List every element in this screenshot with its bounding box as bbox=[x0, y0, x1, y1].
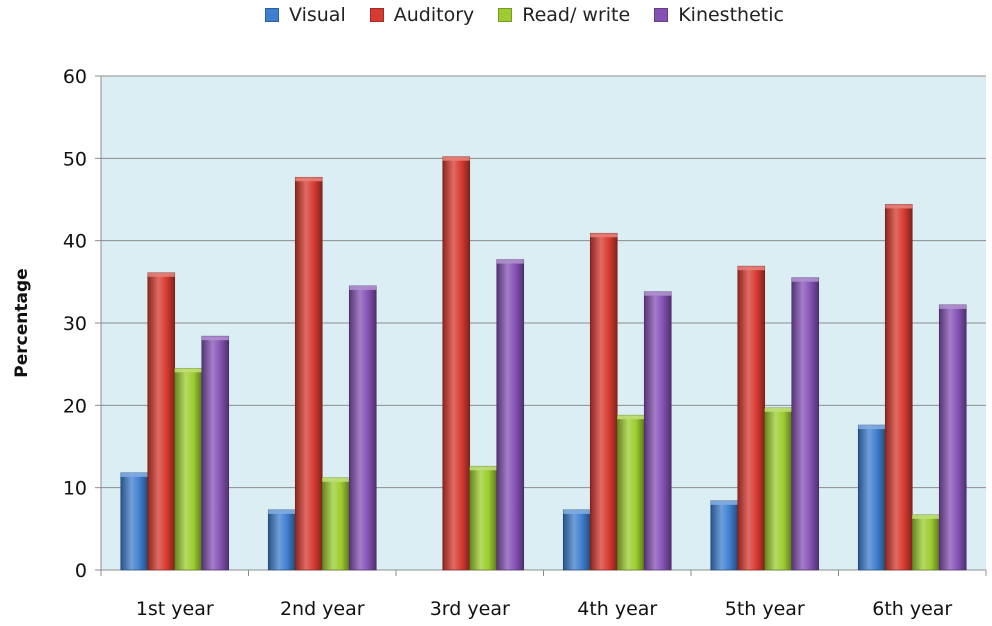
bar-read-write-4th-year bbox=[616, 414, 645, 571]
bar-cap bbox=[442, 156, 470, 161]
legend-item-kinesthetic: Kinesthetic bbox=[654, 4, 784, 26]
bar-visual-1st-year bbox=[120, 472, 149, 571]
bar-visual-6th-year bbox=[857, 424, 886, 571]
legend-label-read-write: Read/ write bbox=[522, 4, 631, 26]
bar-kinesthetic-5th-year bbox=[791, 277, 820, 571]
bar-auditory-5th-year bbox=[737, 265, 766, 571]
bar-auditory-1st-year bbox=[147, 272, 176, 571]
bar-cap bbox=[764, 407, 792, 412]
bar-read-write-3rd-year bbox=[469, 465, 498, 571]
axes bbox=[95, 75, 987, 576]
bar-read-write-5th-year bbox=[764, 407, 793, 571]
bar-kinesthetic-2nd-year bbox=[348, 285, 377, 571]
legend-swatch-read-write bbox=[498, 8, 513, 22]
y-tick-label: 30 bbox=[63, 313, 87, 335]
bars bbox=[120, 156, 967, 571]
bar-cap bbox=[496, 259, 524, 264]
legend-label-visual: Visual bbox=[289, 4, 346, 26]
bar-cap bbox=[791, 277, 819, 282]
x-tick-label: 2nd year bbox=[280, 598, 365, 620]
bar-cap bbox=[268, 509, 296, 514]
legend-item-auditory: Auditory bbox=[369, 4, 475, 26]
bar-cap bbox=[295, 177, 323, 182]
bar-auditory-2nd-year bbox=[294, 176, 323, 571]
axis-labels: 0 10 20 30 40 50 60 1st year 2nd year 3rd year 4th… bbox=[63, 66, 953, 620]
bar-cap bbox=[939, 304, 967, 309]
legend: Visual Auditory Read/ write Kinesthetic bbox=[265, 4, 808, 26]
bar-cap bbox=[469, 466, 497, 471]
bar-kinesthetic-3rd-year bbox=[496, 259, 525, 571]
bar-auditory-6th-year bbox=[884, 204, 913, 571]
y-tick-label: 40 bbox=[63, 231, 87, 253]
y-tick-label: 60 bbox=[63, 66, 87, 88]
bar-cap bbox=[120, 472, 148, 477]
legend-label-kinesthetic: Kinesthetic bbox=[678, 4, 784, 26]
bar-cap bbox=[710, 500, 738, 505]
bar-read-write-6th-year bbox=[911, 514, 940, 571]
y-tick-label: 20 bbox=[63, 395, 87, 417]
x-tick-label: 6th year bbox=[872, 598, 952, 620]
x-tick-label: 5th year bbox=[725, 598, 805, 620]
y-axis-label: Percentage bbox=[12, 268, 32, 377]
bar-cap bbox=[644, 291, 672, 296]
bar-cap bbox=[563, 509, 591, 514]
gridlines bbox=[101, 75, 986, 489]
bar-cap bbox=[885, 204, 913, 209]
legend-label-auditory: Auditory bbox=[393, 4, 475, 26]
bar-kinesthetic-4th-year bbox=[643, 291, 672, 571]
y-tick-label: 50 bbox=[63, 148, 87, 170]
legend-item-read-write: Read/ write bbox=[498, 4, 630, 26]
bar-cap bbox=[322, 477, 350, 482]
y-tick-label: 10 bbox=[63, 478, 87, 500]
bar-visual-4th-year bbox=[562, 509, 591, 571]
legend-swatch-auditory bbox=[369, 8, 384, 22]
bar-cap bbox=[737, 266, 765, 271]
bar-kinesthetic-1st-year bbox=[201, 335, 230, 571]
bar-auditory-3rd-year bbox=[442, 156, 471, 571]
bar-cap bbox=[349, 285, 377, 290]
bar-cap bbox=[174, 368, 202, 373]
bar-read-write-1st-year bbox=[174, 367, 203, 571]
bar-visual-2nd-year bbox=[267, 509, 296, 571]
y-tick-label: 0 bbox=[75, 560, 87, 582]
legend-swatch-visual bbox=[265, 8, 279, 22]
bar-cap bbox=[858, 425, 886, 430]
bar-cap bbox=[912, 514, 940, 519]
x-tick-label: 1st year bbox=[136, 598, 214, 620]
bar-cap bbox=[617, 415, 645, 420]
bar-read-write-2nd-year bbox=[321, 477, 350, 571]
bar-visual-5th-year bbox=[710, 500, 739, 571]
legend-swatch-kinesthetic bbox=[654, 8, 669, 22]
bar-cap bbox=[201, 336, 229, 341]
legend-item-visual: Visual bbox=[265, 4, 346, 26]
bar-cap bbox=[147, 272, 175, 277]
bar-kinesthetic-6th-year bbox=[938, 304, 967, 571]
x-tick-label: 4th year bbox=[577, 598, 657, 620]
bar-auditory-4th-year bbox=[589, 232, 618, 571]
x-tick-label: 3rd year bbox=[430, 598, 510, 620]
bar-cap bbox=[590, 233, 618, 238]
